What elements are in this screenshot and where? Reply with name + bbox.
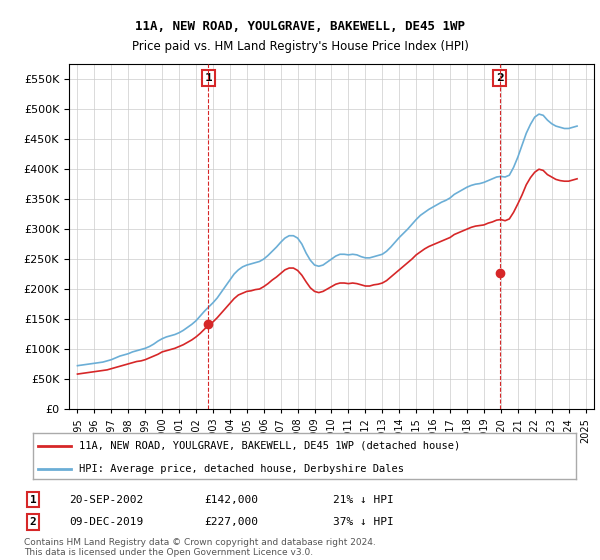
Text: 1: 1 bbox=[205, 73, 212, 83]
Text: 1: 1 bbox=[29, 494, 37, 505]
Text: HPI: Average price, detached house, Derbyshire Dales: HPI: Average price, detached house, Derb… bbox=[79, 464, 404, 474]
Text: 11A, NEW ROAD, YOULGRAVE, BAKEWELL, DE45 1WP (detached house): 11A, NEW ROAD, YOULGRAVE, BAKEWELL, DE45… bbox=[79, 441, 460, 451]
Text: 2: 2 bbox=[29, 517, 37, 527]
Text: £227,000: £227,000 bbox=[204, 517, 258, 527]
Text: 21% ↓ HPI: 21% ↓ HPI bbox=[333, 494, 394, 505]
Text: 20-SEP-2002: 20-SEP-2002 bbox=[69, 494, 143, 505]
Text: Contains HM Land Registry data © Crown copyright and database right 2024.
This d: Contains HM Land Registry data © Crown c… bbox=[24, 538, 376, 557]
Text: £142,000: £142,000 bbox=[204, 494, 258, 505]
Text: 09-DEC-2019: 09-DEC-2019 bbox=[69, 517, 143, 527]
Text: 37% ↓ HPI: 37% ↓ HPI bbox=[333, 517, 394, 527]
Text: 11A, NEW ROAD, YOULGRAVE, BAKEWELL, DE45 1WP: 11A, NEW ROAD, YOULGRAVE, BAKEWELL, DE45… bbox=[135, 20, 465, 32]
Text: Price paid vs. HM Land Registry's House Price Index (HPI): Price paid vs. HM Land Registry's House … bbox=[131, 40, 469, 53]
Text: 2: 2 bbox=[496, 73, 503, 83]
